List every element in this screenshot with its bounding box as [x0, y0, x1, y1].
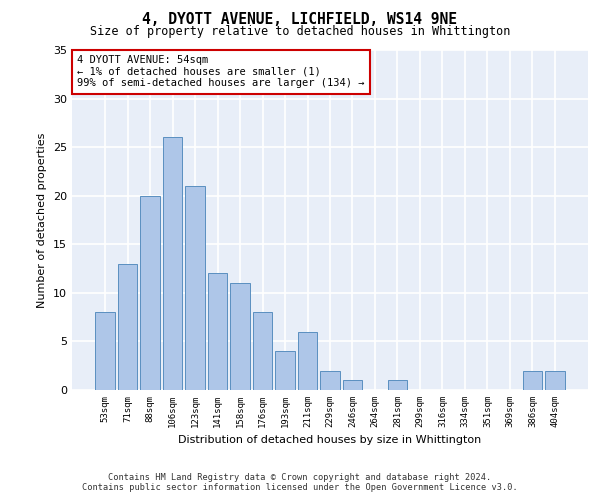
- Bar: [140, 196, 160, 390]
- Text: 4 DYOTT AVENUE: 54sqm
← 1% of detached houses are smaller (1)
99% of semi-detach: 4 DYOTT AVENUE: 54sqm ← 1% of detached h…: [77, 55, 365, 88]
- Bar: [388, 380, 407, 390]
- Bar: [523, 370, 542, 390]
- Text: Contains HM Land Registry data © Crown copyright and database right 2024.
Contai: Contains HM Land Registry data © Crown c…: [82, 473, 518, 492]
- Text: 4, DYOTT AVENUE, LICHFIELD, WS14 9NE: 4, DYOTT AVENUE, LICHFIELD, WS14 9NE: [143, 12, 458, 28]
- Bar: [253, 312, 272, 390]
- Bar: [320, 370, 340, 390]
- Bar: [118, 264, 137, 390]
- Text: Size of property relative to detached houses in Whittington: Size of property relative to detached ho…: [90, 25, 510, 38]
- Bar: [208, 274, 227, 390]
- Bar: [185, 186, 205, 390]
- Bar: [230, 283, 250, 390]
- Bar: [343, 380, 362, 390]
- Bar: [545, 370, 565, 390]
- X-axis label: Distribution of detached houses by size in Whittington: Distribution of detached houses by size …: [178, 436, 482, 446]
- Bar: [163, 138, 182, 390]
- Bar: [298, 332, 317, 390]
- Bar: [275, 351, 295, 390]
- Bar: [95, 312, 115, 390]
- Y-axis label: Number of detached properties: Number of detached properties: [37, 132, 47, 308]
